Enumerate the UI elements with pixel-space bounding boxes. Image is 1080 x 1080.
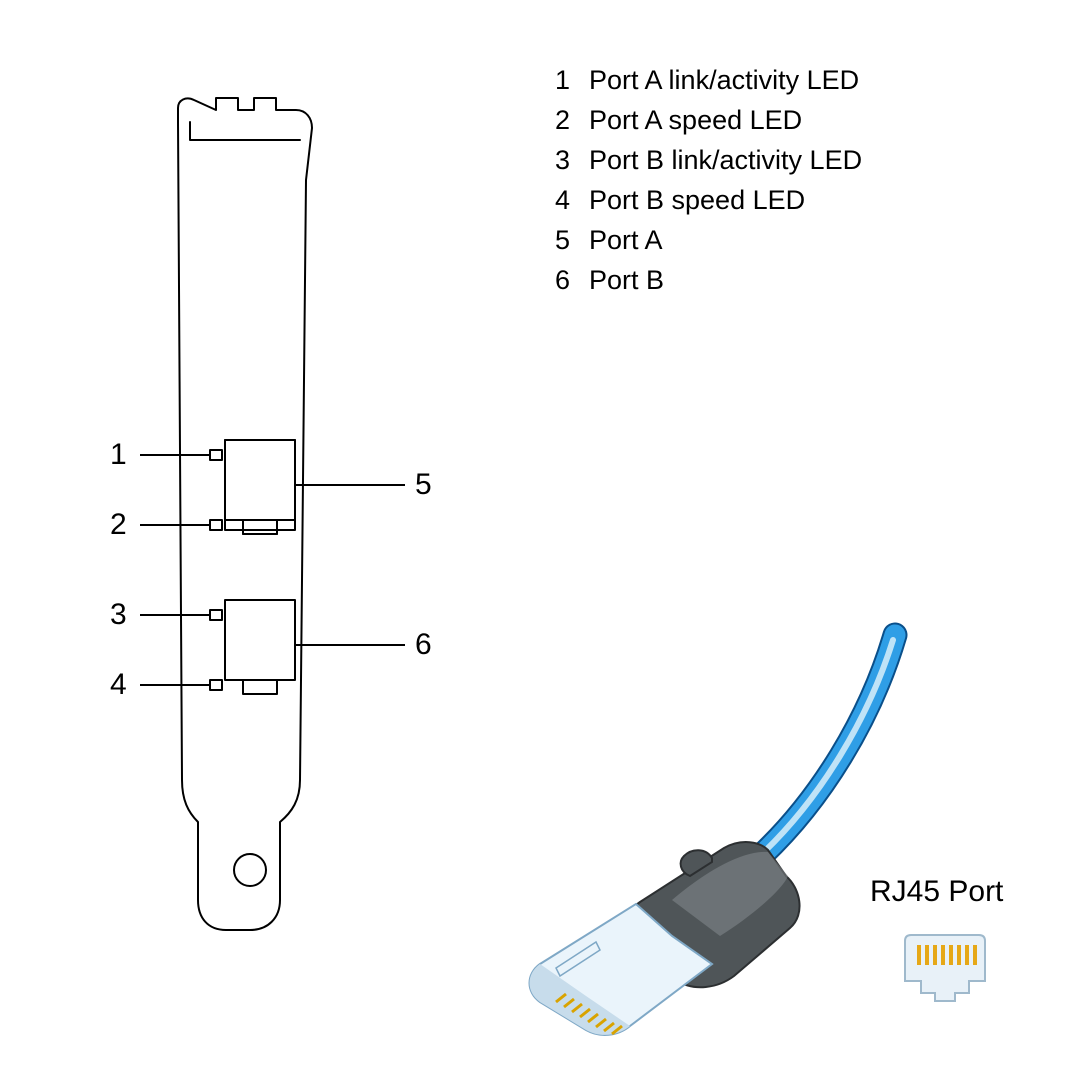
callout-number-2: 2 [110,508,127,542]
rj45-port-icon [0,0,1080,1080]
legend-item-6: 6Port B [555,260,862,300]
callout-number-3: 3 [110,598,127,632]
legend-item-2: 2Port A speed LED [555,100,862,140]
callout-number-4: 4 [110,668,127,702]
legend-item-3: 3Port B link/activity LED [555,140,862,180]
legend-list: 1Port A link/activity LED 2Port A speed … [555,60,862,300]
rj45-port-label: RJ45 Port [870,875,1003,909]
legend-item-1: 1Port A link/activity LED [555,60,862,100]
callout-number-1: 1 [110,438,127,472]
legend-item-4: 4Port B speed LED [555,180,862,220]
callout-number-6: 6 [415,628,432,662]
legend-item-5: 5Port A [555,220,862,260]
callout-number-5: 5 [415,468,432,502]
